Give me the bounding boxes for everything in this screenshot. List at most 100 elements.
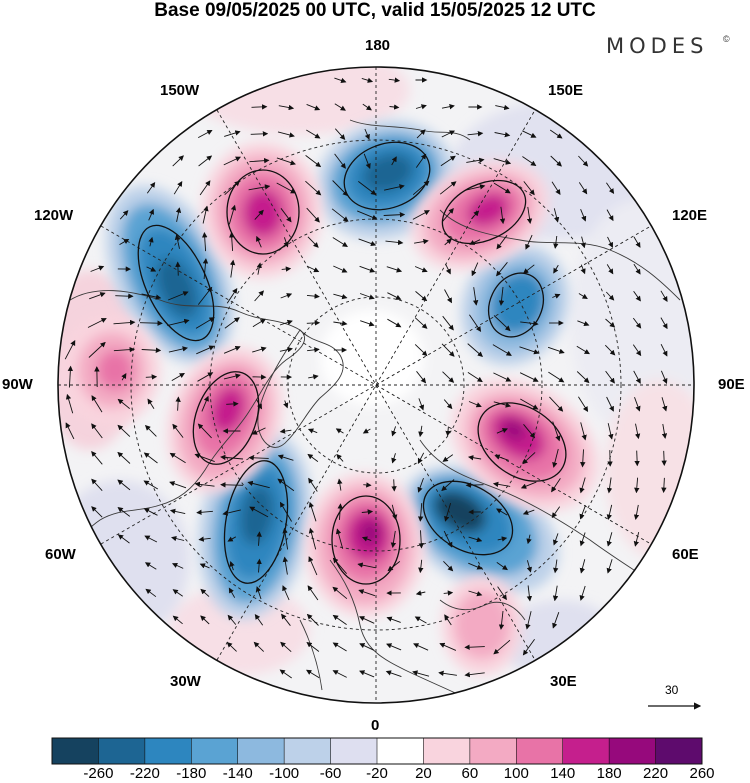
- reference-vector-label: 30: [665, 683, 679, 697]
- wind-vector: [113, 319, 136, 326]
- wind-vector: [332, 180, 349, 197]
- wind-vector: [660, 290, 668, 302]
- colorbar-tick-label: -220: [129, 765, 160, 782]
- wind-vector: [386, 266, 403, 273]
- wind-vector: [144, 562, 157, 570]
- wind-vector: [493, 158, 512, 165]
- colorbar-tick-label: -100: [269, 765, 300, 782]
- wind-vector: [307, 265, 320, 273]
- wind-vector: [606, 559, 613, 574]
- wind-vector: [607, 236, 613, 248]
- wind-vector: [493, 401, 512, 408]
- wind-vector: [334, 77, 347, 84]
- wind-vector: [224, 317, 240, 329]
- wind-vector: [496, 508, 508, 516]
- wind-vector: [361, 536, 372, 542]
- wind-vector: [229, 561, 235, 571]
- wind-vector: [64, 340, 76, 360]
- wind-vector: [442, 371, 455, 383]
- wind-vector: [580, 209, 587, 222]
- wind-vector: [279, 346, 293, 353]
- wind-vector: [358, 181, 377, 196]
- colorbar-swatch: [52, 738, 99, 764]
- wind-vector: [580, 422, 587, 441]
- wind-vector: [224, 180, 240, 196]
- wind-vector: [308, 501, 317, 522]
- wind-vector: [468, 536, 483, 543]
- wind-vector: [223, 345, 241, 354]
- wind-vector: [279, 669, 292, 679]
- wind-vector: [526, 534, 532, 545]
- pos-kamchatka: [411, 160, 549, 270]
- wind-vector: [256, 262, 262, 275]
- wind-vector: [247, 480, 270, 489]
- wind-vector: [391, 156, 397, 166]
- wind-vector: [416, 129, 426, 139]
- wind-vector: [496, 562, 508, 571]
- wind-vector: [172, 589, 183, 597]
- wind-vector: [174, 234, 181, 249]
- wind-vector: [87, 318, 107, 328]
- wind-vector: [604, 344, 616, 356]
- wind-vector: [337, 503, 343, 520]
- wind-vector: [307, 453, 319, 462]
- wind-vector: [146, 181, 156, 194]
- wind-vector: [445, 264, 451, 275]
- wind-vector: [227, 536, 237, 542]
- wind-vector: [468, 562, 483, 570]
- wind-vector: [199, 563, 210, 569]
- wind-vector: [148, 236, 154, 247]
- wind-vector: [252, 318, 266, 328]
- wind-vector: [580, 264, 586, 275]
- wind-vector: [143, 480, 159, 490]
- colorbar-swatch: [655, 738, 703, 764]
- wind-vector: [168, 346, 188, 353]
- wind-vector: [200, 588, 210, 597]
- wind-vector: [468, 401, 482, 408]
- colorbar-swatch: [377, 738, 424, 764]
- wind-vector: [553, 235, 559, 249]
- wind-vector: [444, 289, 452, 304]
- colorbar-tick-label: 100: [503, 765, 529, 782]
- wind-vector: [606, 182, 615, 195]
- wind-vector: [335, 428, 344, 434]
- wind-vector: [194, 481, 215, 488]
- wind-vector: [196, 345, 215, 355]
- map-title: Base 09/05/2025 00 UTC, valid 15/05/2025…: [154, 0, 596, 21]
- wind-vector: [195, 317, 215, 329]
- lon-label-60w: 60W: [45, 546, 76, 563]
- wind-vector: [414, 344, 428, 357]
- wind-vector: [358, 238, 377, 247]
- wind-vector: [306, 103, 321, 111]
- wind-vector: [605, 291, 615, 301]
- neg-east-siberia: [461, 244, 569, 366]
- lon-label-90e: 90E: [718, 376, 745, 393]
- lon-label-150e: 150E: [548, 82, 584, 99]
- wind-vector: [633, 236, 641, 248]
- wind-vector: [493, 639, 511, 655]
- wind-vector: [522, 156, 537, 167]
- wind-vector: [493, 372, 512, 382]
- pos-north-pacific: [202, 142, 322, 278]
- colorbar-tick-label: -60: [319, 765, 342, 782]
- wind-vector: [551, 181, 561, 195]
- wind-vector: [119, 210, 129, 220]
- wind-vector: [252, 346, 267, 353]
- wind-vector: [196, 509, 213, 515]
- wind-vector: [220, 454, 244, 461]
- wind-vector: [281, 266, 292, 272]
- wind-vector: [172, 423, 184, 438]
- wind-vector: [493, 182, 511, 194]
- wind-vector: [661, 397, 668, 412]
- colorbar-swatch: [284, 738, 332, 764]
- wind-vector: [227, 614, 237, 625]
- wind-vector: [386, 616, 401, 623]
- wind-vector: [606, 209, 614, 222]
- wind-vector: [248, 184, 271, 191]
- wind-vector: [634, 397, 641, 412]
- wind-vector: [359, 293, 375, 300]
- wind-vector: [280, 293, 293, 299]
- wind-vector: [143, 508, 158, 516]
- wind-vector: [306, 207, 320, 223]
- wind-vector: [226, 287, 238, 304]
